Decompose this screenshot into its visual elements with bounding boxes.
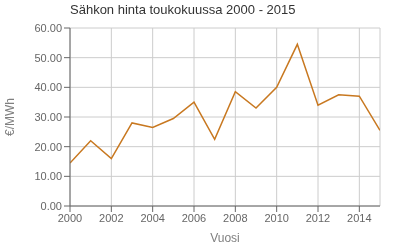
svg-text:0.00: 0.00: [41, 200, 62, 212]
svg-text:2014: 2014: [347, 212, 371, 224]
svg-text:2008: 2008: [223, 212, 247, 224]
svg-text:€/MWh: €/MWh: [8, 98, 17, 136]
html-text:Sähkon hinta toukokuussa 2000: Sähkon hinta toukokuussa 2000 - 2015: [70, 2, 296, 17]
svg-text:2012: 2012: [306, 212, 330, 224]
svg-text:2002: 2002: [99, 212, 123, 224]
svg-text:50.00: 50.00: [34, 52, 62, 64]
svg-text:20.00: 20.00: [34, 141, 62, 153]
svg-text:40.00: 40.00: [34, 81, 62, 93]
svg-text:30.00: 30.00: [34, 111, 62, 123]
svg-text:2000: 2000: [58, 212, 82, 224]
svg-text:Vuosi: Vuosi: [210, 231, 240, 245]
svg-text:2006: 2006: [182, 212, 206, 224]
svg-text:60.00: 60.00: [34, 22, 62, 34]
svg-text:10.00: 10.00: [34, 170, 62, 182]
svg-text:2004: 2004: [140, 212, 164, 224]
svg-text:2010: 2010: [264, 212, 288, 224]
